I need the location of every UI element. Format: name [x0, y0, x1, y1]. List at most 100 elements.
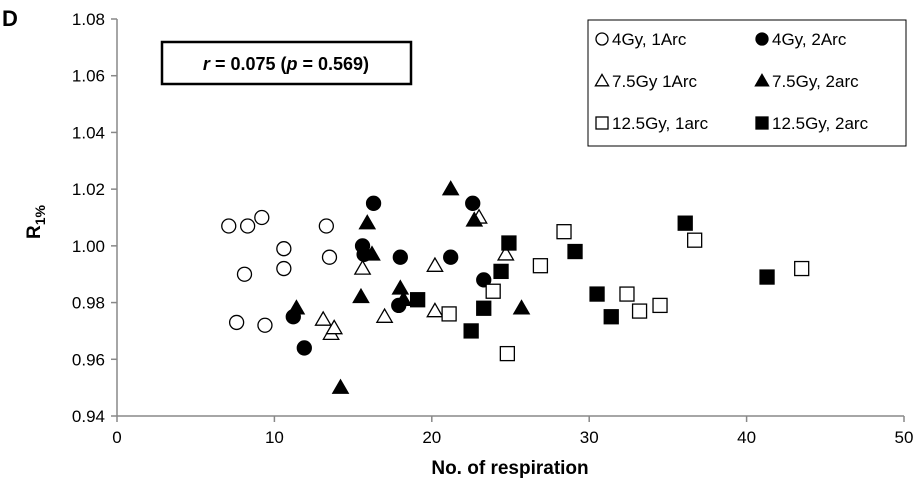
data-point	[441, 180, 460, 196]
x-tick-label: 10	[265, 428, 284, 447]
legend-marker	[754, 73, 770, 87]
data-point	[426, 256, 444, 272]
data-point	[314, 310, 333, 326]
y-tick-label: 0.94	[72, 407, 105, 426]
data-point	[257, 317, 273, 333]
data-point	[363, 245, 381, 261]
series-5	[441, 224, 810, 362]
annotation-r-value: = 0.075 (	[210, 54, 287, 74]
data-point	[276, 241, 292, 257]
data-point	[532, 258, 549, 274]
data-point	[321, 249, 338, 265]
correlation-annotation: r = 0.075 (p = 0.569)	[160, 40, 413, 86]
legend-marker	[595, 32, 609, 46]
data-point	[409, 292, 426, 308]
panel-label: D	[2, 6, 18, 31]
data-point	[687, 232, 703, 248]
legend-label: 4Gy, 2Arc	[772, 30, 847, 49]
data-point	[619, 286, 635, 302]
data-point	[391, 279, 410, 295]
x-axis-title: No. of respiration	[431, 458, 588, 479]
x-tick-label: 50	[895, 428, 914, 447]
annotation-r-symbol: r	[203, 54, 211, 74]
data-point	[228, 314, 245, 331]
data-point	[567, 243, 583, 260]
y-tick-label: 0.98	[72, 294, 105, 313]
data-point	[631, 303, 648, 319]
data-point	[501, 235, 517, 251]
x-tick-label: 30	[580, 428, 599, 447]
legend-label: 7.5Gy, 2arc	[772, 72, 859, 91]
data-point	[296, 340, 312, 356]
data-point	[463, 323, 479, 339]
y-axis-title-main: R	[24, 225, 45, 239]
legend-item: 12.5Gy, 2arc	[755, 114, 869, 133]
y-tick-label: 1.00	[72, 237, 105, 256]
y-tick-label: 1.06	[72, 67, 105, 86]
legend-marker	[755, 32, 769, 46]
y-axis-ticks: 0.94 0.96 0.98 1.00 1.02 1.04 1.06 1.08	[72, 10, 117, 426]
data-points	[221, 180, 810, 394]
series-2	[285, 195, 492, 356]
annotation-p-symbol: p	[286, 54, 298, 74]
data-point	[392, 249, 408, 265]
data-point	[352, 287, 370, 304]
data-point	[353, 259, 372, 275]
data-point	[512, 299, 531, 315]
series-6	[409, 215, 775, 339]
data-point	[239, 218, 256, 234]
data-point	[443, 249, 459, 265]
legend: 4Gy, 1Arc 4Gy, 2Arc 7.5Gy 1Arc 7.5Gy, 2arc 1…	[587, 19, 907, 147]
data-point	[499, 345, 516, 362]
data-point	[358, 214, 377, 230]
y-tick-label: 0.96	[72, 350, 105, 369]
legend-marker	[595, 116, 609, 130]
x-tick-label: 0	[112, 428, 121, 447]
axes	[116, 19, 904, 417]
series-3	[314, 208, 515, 341]
legend-label: 4Gy, 1Arc	[612, 30, 687, 49]
data-point	[603, 309, 619, 325]
data-point	[331, 378, 350, 394]
data-point	[276, 260, 292, 277]
data-point	[496, 245, 515, 261]
legend-marker	[755, 116, 769, 130]
legend-marker	[594, 73, 610, 87]
series-1	[221, 209, 338, 333]
legend-label: 12.5Gy, 2arc	[772, 114, 869, 133]
data-point	[759, 269, 775, 285]
annotation-box	[160, 40, 413, 86]
data-point	[493, 263, 509, 280]
legend-box	[587, 19, 907, 147]
annotation-p-value: = 0.569)	[298, 54, 370, 74]
data-point	[236, 266, 253, 282]
y-tick-label: 1.08	[72, 10, 105, 29]
legend-item: 12.5Gy, 1arc	[595, 114, 709, 133]
data-point	[677, 215, 693, 231]
legend-item: 7.5Gy, 2arc	[754, 72, 859, 91]
legend-item: 7.5Gy 1Arc	[594, 72, 698, 91]
legend-label: 12.5Gy, 1arc	[612, 114, 709, 133]
data-point	[652, 297, 668, 314]
data-point	[465, 195, 481, 211]
y-axis-title-subscript: 1%	[32, 204, 48, 225]
data-point	[465, 211, 484, 227]
data-point	[325, 319, 344, 335]
data-point	[365, 195, 382, 211]
legend-item: 4Gy, 2Arc	[755, 30, 847, 49]
data-point	[476, 300, 492, 316]
data-point	[318, 218, 334, 234]
x-tick-label: 40	[737, 428, 756, 447]
data-point	[426, 302, 444, 318]
data-point	[485, 283, 501, 299]
data-point	[476, 272, 492, 288]
data-point	[794, 260, 810, 277]
series-4	[287, 180, 531, 394]
data-point	[394, 290, 413, 306]
legend-label: 7.5Gy 1Arc	[612, 72, 698, 91]
data-point	[589, 286, 605, 302]
data-point	[221, 218, 237, 234]
y-axis-title: R1%	[24, 204, 48, 239]
y-tick-label: 1.02	[72, 180, 105, 199]
